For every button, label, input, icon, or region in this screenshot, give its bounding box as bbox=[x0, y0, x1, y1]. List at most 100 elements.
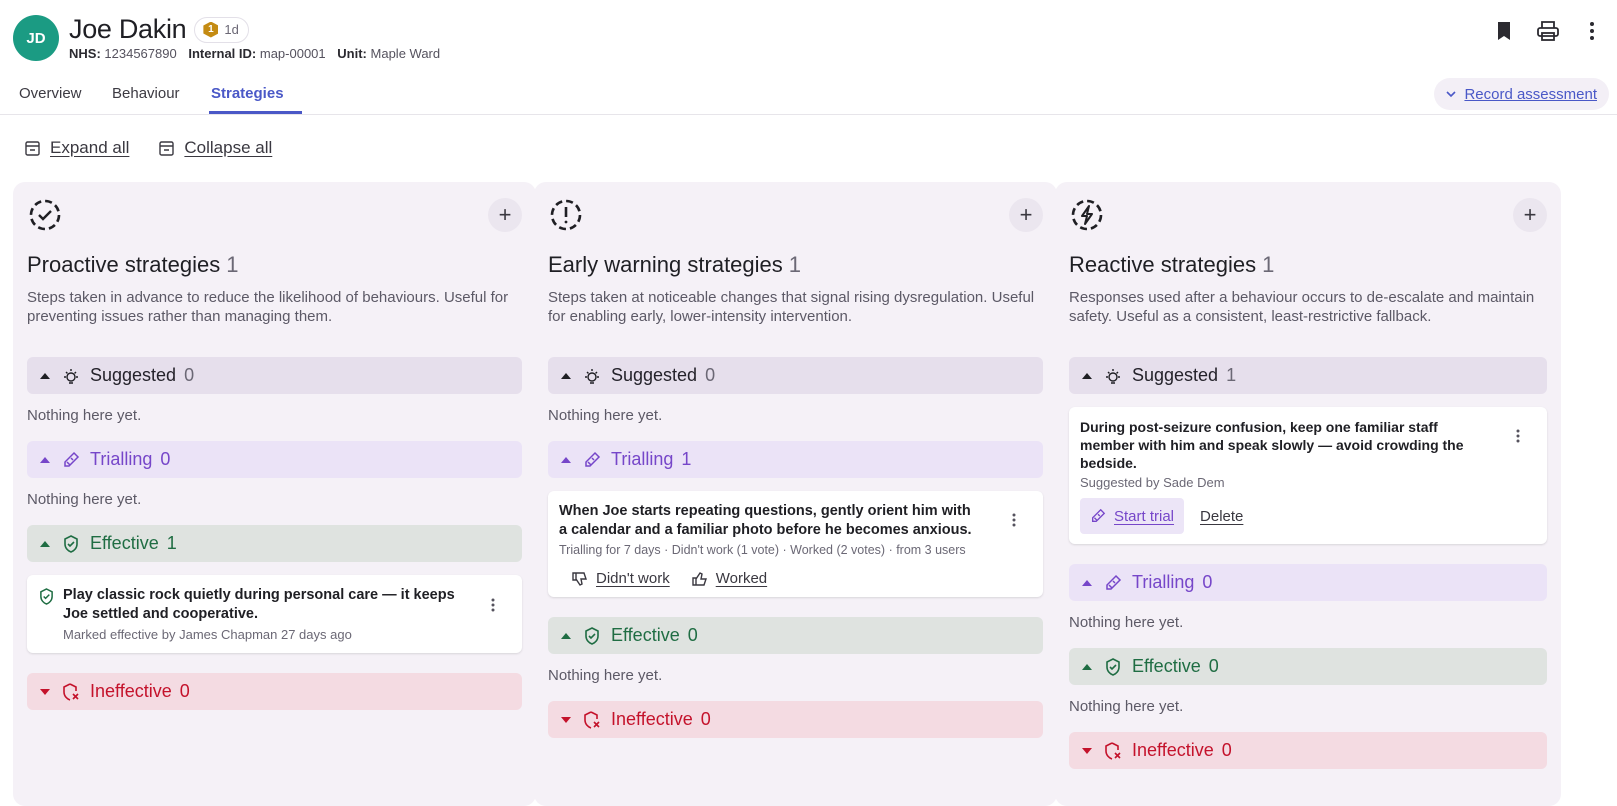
flask-icon bbox=[1092, 508, 1106, 522]
record-assessment-label: Record assessment bbox=[1464, 85, 1597, 103]
record-assessment-button[interactable]: Record assessment bbox=[1434, 78, 1609, 110]
add-strategy-button[interactable]: + bbox=[488, 198, 522, 232]
internal-id-value: map-00001 bbox=[259, 46, 326, 61]
section-count: 0 bbox=[179, 681, 190, 701]
strategy-card[interactable]: When Joe starts repeating questions, gen… bbox=[548, 491, 1043, 597]
internal-id-label: Internal ID: bbox=[188, 46, 257, 61]
section-effective-header[interactable]: Effective 0 bbox=[548, 617, 1043, 654]
card-title: Play classic rock quietly during persona… bbox=[63, 587, 455, 622]
shield-x-icon bbox=[1104, 741, 1122, 760]
patient-name: Joe Dakin bbox=[69, 14, 187, 44]
caret-up-icon bbox=[559, 456, 573, 464]
shield-check-icon bbox=[583, 626, 601, 645]
section-trialling-header[interactable]: Trialling 0 bbox=[27, 441, 522, 478]
section-count: 0 bbox=[687, 625, 698, 645]
card-meta: Suggested by Sade Dem bbox=[1080, 475, 1225, 490]
column-title: Reactive strategies 1 bbox=[1069, 252, 1274, 278]
card-title: When Joe starts repeating questions, gen… bbox=[559, 503, 972, 538]
card-more-icon[interactable] bbox=[1511, 427, 1525, 445]
thumbs-down-icon bbox=[572, 571, 587, 586]
add-strategy-button[interactable]: + bbox=[1009, 198, 1043, 232]
strategy-card[interactable]: Play classic rock quietly during persona… bbox=[27, 575, 522, 653]
section-suggested-header[interactable]: Suggested 0 bbox=[27, 357, 522, 394]
lightbulb-icon bbox=[1104, 367, 1122, 385]
caret-up-icon bbox=[1080, 579, 1094, 587]
patient-header: JD Joe Dakin 1 1d NHS: 1234567890 Intern… bbox=[13, 14, 1617, 62]
chevron-down-icon bbox=[1446, 90, 1457, 97]
caret-down-icon bbox=[559, 716, 573, 724]
caret-up-icon bbox=[559, 372, 573, 380]
section-count: 0 bbox=[1221, 740, 1232, 760]
flask-icon bbox=[583, 451, 601, 469]
section-ineffective-header[interactable]: Ineffective 0 bbox=[548, 701, 1043, 738]
empty-state: Nothing here yet. bbox=[1069, 698, 1184, 715]
card-more-icon[interactable] bbox=[486, 596, 500, 614]
section-count: 0 bbox=[700, 709, 711, 729]
level-hexagon-icon: 1 bbox=[203, 21, 219, 38]
section-suggested-header[interactable]: Suggested 1 bbox=[1069, 357, 1547, 394]
worked-button[interactable]: Worked bbox=[692, 570, 767, 587]
delete-button[interactable]: Delete bbox=[1192, 508, 1243, 525]
expand-all-label: Expand all bbox=[50, 138, 130, 157]
didnt-work-label: Didn't work bbox=[596, 570, 670, 587]
tab-bar: Overview Behaviour Strategies Record ass… bbox=[0, 78, 1617, 115]
section-effective-header[interactable]: Effective 1 bbox=[27, 525, 522, 562]
section-trialling-header[interactable]: Trialling 1 bbox=[548, 441, 1043, 478]
shield-check-icon bbox=[39, 588, 54, 610]
collapse-all-button[interactable]: Collapse all bbox=[159, 138, 272, 158]
didnt-work-button[interactable]: Didn't work bbox=[572, 570, 670, 587]
expand-all-button[interactable]: Expand all bbox=[25, 138, 129, 158]
section-label: Effective bbox=[1132, 656, 1201, 676]
empty-state: Nothing here yet. bbox=[27, 491, 142, 508]
column-title-text: Early warning strategies bbox=[548, 252, 783, 277]
section-label: Ineffective bbox=[611, 709, 693, 729]
section-count: 0 bbox=[184, 365, 195, 385]
column-title-text: Reactive strategies bbox=[1069, 252, 1257, 277]
caret-up-icon bbox=[38, 456, 52, 464]
column-description: Steps taken in advance to reduce the lik… bbox=[27, 289, 509, 325]
collapse-box-icon bbox=[159, 140, 175, 156]
caret-down-icon bbox=[1080, 747, 1094, 755]
section-label: Effective bbox=[90, 533, 159, 553]
collapse-all-label: Collapse all bbox=[184, 138, 273, 157]
tab-overview[interactable]: Overview bbox=[19, 85, 82, 102]
empty-state: Nothing here yet. bbox=[548, 667, 663, 684]
section-count: 1 bbox=[1226, 365, 1237, 385]
expand-box-icon bbox=[25, 140, 40, 156]
status-badge[interactable]: 1 1d bbox=[194, 16, 249, 43]
section-label: Trialling bbox=[1132, 572, 1195, 592]
empty-state: Nothing here yet. bbox=[548, 407, 663, 424]
start-trial-button[interactable]: Start trial bbox=[1080, 498, 1185, 534]
section-suggested-header[interactable]: Suggested 0 bbox=[548, 357, 1043, 394]
patient-meta: NHS: 1234567890 Internal ID: map-00001 U… bbox=[69, 46, 440, 61]
section-label: Suggested bbox=[611, 365, 698, 385]
column-description: Steps taken at noticeable changes that s… bbox=[548, 289, 1035, 325]
section-effective-header[interactable]: Effective 0 bbox=[1069, 648, 1547, 685]
section-ineffective-header[interactable]: Ineffective 0 bbox=[1069, 732, 1547, 769]
section-ineffective-header[interactable]: Ineffective 0 bbox=[27, 673, 522, 710]
more-vertical-icon[interactable] bbox=[1581, 20, 1603, 42]
tab-strategies[interactable]: Strategies bbox=[211, 85, 284, 102]
tab-behaviour[interactable]: Behaviour bbox=[112, 85, 180, 102]
nhs-label: NHS: bbox=[69, 46, 101, 61]
caret-up-icon bbox=[559, 632, 573, 640]
shield-x-icon bbox=[583, 710, 601, 729]
column-description: Responses used after a behaviour occurs … bbox=[1069, 289, 1535, 325]
add-strategy-button[interactable]: + bbox=[1513, 198, 1547, 232]
section-count: 0 bbox=[1202, 572, 1213, 592]
section-label: Suggested bbox=[90, 365, 177, 385]
caret-up-icon bbox=[1080, 372, 1094, 380]
section-label: Ineffective bbox=[90, 681, 172, 701]
section-label: Trialling bbox=[611, 449, 674, 469]
print-icon[interactable] bbox=[1537, 20, 1559, 42]
card-more-icon[interactable] bbox=[1007, 511, 1021, 529]
shield-check-icon bbox=[62, 534, 80, 553]
column-count: 1 bbox=[788, 252, 802, 277]
shield-x-icon bbox=[62, 682, 80, 701]
section-trialling-header[interactable]: Trialling 0 bbox=[1069, 564, 1547, 601]
strategy-card[interactable]: During post-seizure confusion, keep one … bbox=[1069, 407, 1547, 544]
unit-label: Unit: bbox=[337, 46, 367, 61]
section-count: 1 bbox=[166, 533, 177, 553]
proactive-column: + Proactive strategies 1 Steps taken in a… bbox=[13, 182, 536, 806]
bookmark-icon[interactable] bbox=[1493, 20, 1515, 42]
